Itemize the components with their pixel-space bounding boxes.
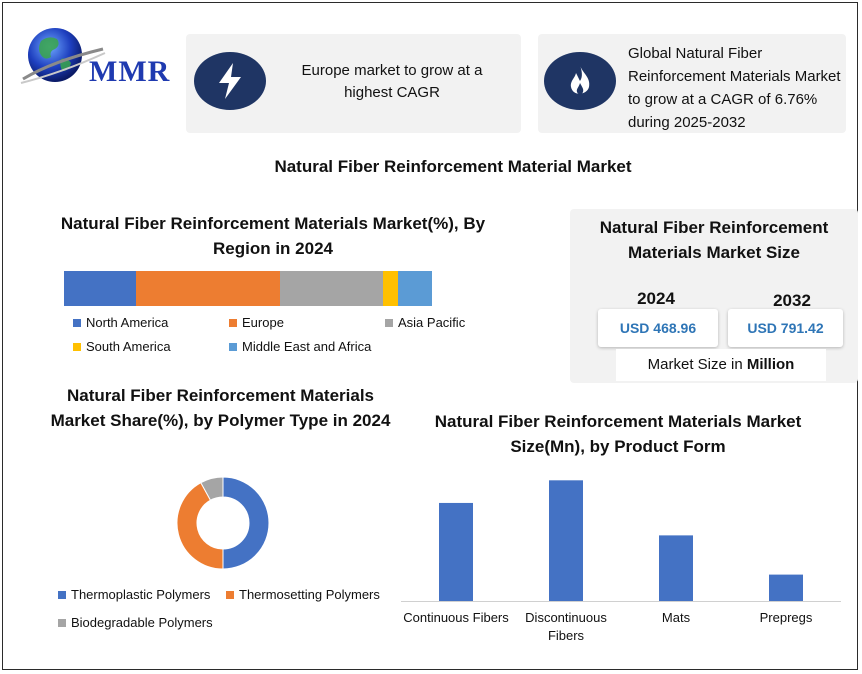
region-chart-title: Natural Fiber Reinforcement Materials Ma… [60, 214, 486, 258]
market-size-footer-unit: Million [746, 356, 795, 373]
market-size-title: Natural Fiber Reinforcement Materials Ma… [599, 218, 829, 262]
main-title: Natural Fiber Reinforcement Material Mar… [274, 157, 632, 176]
region-stacked-bar [64, 271, 432, 306]
region-bar-segment-north-america [64, 271, 137, 306]
mmr-logo: MMR [15, 21, 180, 91]
x-tick-label-prepregs: Prepregs [759, 610, 813, 625]
legend-label: Thermoplastic Polymers [71, 587, 211, 602]
info-card-cagr-text: Global Natural Fiber Reinforcement Mater… [628, 45, 841, 131]
legend-label: North America [86, 315, 169, 330]
value-2032-box: USD 791.42 [728, 309, 843, 347]
product-chart-title: Natural Fiber Reinforcement Materials Ma… [434, 412, 802, 456]
region-legend-item-europe: Europe [229, 315, 284, 330]
polymer-legend-item-thermoplastic-polymers: Thermoplastic Polymers [58, 587, 210, 602]
product-bar-discontinuous-fibers [549, 480, 583, 601]
legend-label: Thermosetting Polymers [239, 587, 380, 602]
legend-swatch [385, 318, 393, 327]
lightning-icon [194, 52, 266, 110]
polymer-donut-chart [176, 476, 270, 570]
donut-slice-biodegradable-polymers [200, 476, 224, 501]
year-2032-label: 2032 [773, 291, 811, 310]
legend-label: Europe [242, 315, 284, 330]
info-card-europe: Europe market to grow at a highest CAGR [186, 34, 521, 133]
legend-label: Asia Pacific [398, 315, 466, 330]
donut-slice-thermosetting-polymers [176, 482, 224, 570]
globe-icon [20, 28, 106, 84]
value-2024-box: USD 468.96 [598, 309, 718, 347]
legend-swatch [73, 342, 81, 351]
region-legend: North America Europe Asia Pacific South Ame… [73, 315, 493, 365]
polymer-legend-item-thermosetting-polymers: Thermosetting Polymers [226, 587, 380, 602]
year-2024-label: 2024 [637, 289, 675, 308]
polymer-legend-item-biodegradable-polymers: Biodegradable Polymers [58, 615, 213, 630]
legend-swatch [58, 590, 66, 599]
logo-text: MMR [89, 55, 171, 88]
market-size-footer: Market Size in Million [616, 349, 826, 381]
market-size-footer-prefix: Market Size in [647, 356, 747, 373]
x-tick-label-discontinuous-fibers: Discontinuous Fibers [525, 610, 607, 643]
product-bar-mats [659, 535, 693, 601]
region-bar-segment-middle-east-and-africa [397, 271, 432, 306]
legend-label: Middle East and Africa [242, 339, 372, 354]
region-legend-item-south-america: South America [73, 339, 171, 354]
info-card-cagr: Global Natural Fiber Reinforcement Mater… [538, 34, 846, 133]
market-size-card: Natural Fiber Reinforcement Materials Ma… [570, 209, 858, 383]
product-bar-prepregs [769, 574, 803, 601]
flame-icon [544, 52, 616, 110]
region-bar-segment-south-america [382, 271, 398, 306]
polymer-legend: Thermoplastic Polymers Thermosetting Poly… [58, 587, 388, 637]
product-bar-continuous-fibers [439, 502, 473, 601]
legend-label: Biodegradable Polymers [71, 615, 213, 630]
polymer-chart-title: Natural Fiber Reinforcement Materials Ma… [50, 386, 391, 430]
region-legend-item-middle-east-and-africa: Middle East and Africa [229, 339, 371, 354]
x-tick-label-continuous-fibers: Continuous Fibers [403, 610, 509, 625]
legend-swatch [229, 342, 237, 351]
region-bar-segment-europe [136, 271, 281, 306]
legend-swatch [73, 318, 81, 327]
region-bar-segment-asia-pacific [280, 271, 383, 306]
region-legend-item-asia-pacific: Asia Pacific [385, 315, 465, 330]
legend-label: South America [86, 339, 171, 354]
x-tick-label-mats: Mats [661, 610, 691, 625]
region-legend-item-north-america: North America [73, 315, 168, 330]
legend-swatch [229, 318, 237, 327]
info-card-europe-text: Europe market to grow at a highest CAGR [301, 62, 483, 101]
legend-swatch [226, 590, 234, 599]
product-x-axis-labels: Continuous Fibers Discontinuous Fibers Mat… [401, 609, 841, 649]
legend-swatch [58, 618, 66, 627]
donut-slice-thermoplastic-polymers [222, 476, 270, 570]
product-bar-chart [401, 480, 841, 602]
